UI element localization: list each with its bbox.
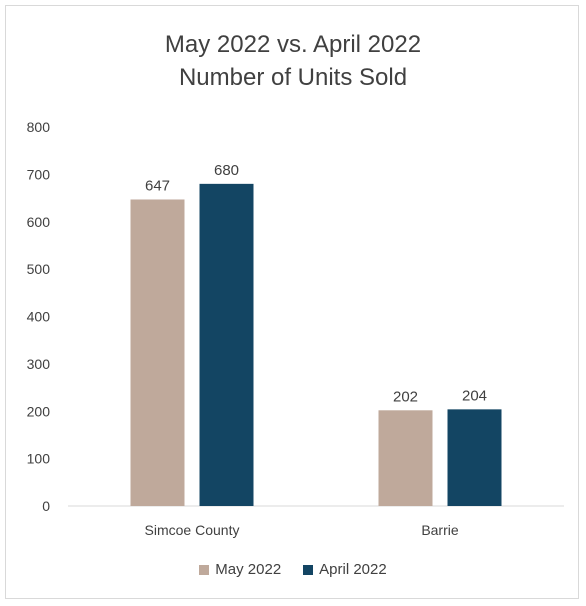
category-label: Simcoe County: [145, 522, 240, 538]
legend-item-april-2022: April 2022: [303, 561, 387, 578]
chart-title-line-2: Number of Units Sold: [178, 64, 408, 91]
bar: [447, 409, 502, 506]
data-label: 680: [214, 162, 239, 179]
chart-legend: May 2022 April 2022: [0, 561, 586, 578]
y-tick-label: 600: [27, 214, 51, 230]
chart-title-line-1: May 2022 vs. April 2022: [164, 31, 422, 58]
y-tick-label: 100: [27, 451, 51, 467]
y-tick-label: 800: [27, 119, 51, 135]
bar: [130, 199, 185, 506]
data-label: 647: [145, 177, 170, 194]
y-tick-label: 500: [27, 261, 51, 277]
y-tick-label: 400: [27, 309, 51, 325]
legend-label-may-2022: May 2022: [215, 561, 282, 578]
legend-swatch-april-2022: [303, 564, 314, 575]
data-label: 202: [393, 388, 418, 405]
legend-item-may-2022: May 2022: [199, 561, 281, 578]
category-label: Barrie: [421, 522, 459, 538]
legend-label-april-2022: April 2022: [319, 561, 387, 578]
legend-swatch-may-2022: [199, 564, 210, 575]
bar: [199, 183, 254, 506]
data-label: 204: [462, 387, 487, 404]
y-tick-label: 700: [27, 166, 51, 182]
y-tick-label: 200: [27, 403, 51, 419]
y-tick-label: 300: [27, 356, 51, 372]
chart-title: May 2022 vs. April 2022 Number of Units …: [0, 28, 586, 94]
bar: [378, 410, 433, 506]
y-tick-label: 0: [42, 498, 50, 514]
